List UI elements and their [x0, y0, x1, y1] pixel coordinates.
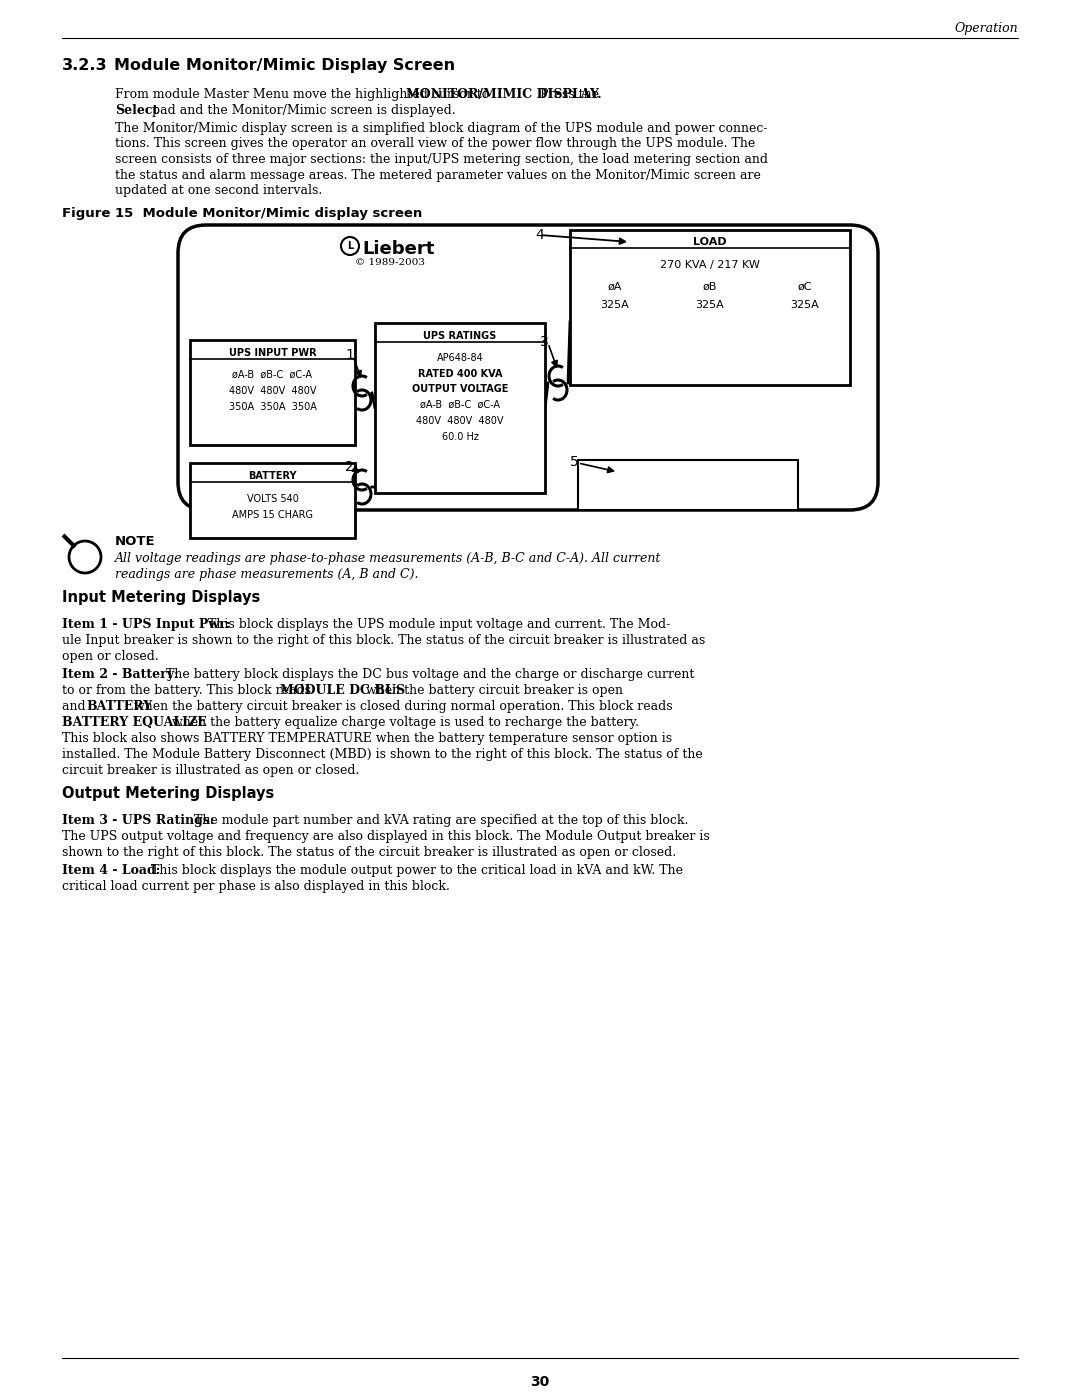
Text: Input Metering Displays: Input Metering Displays — [62, 590, 260, 605]
Text: when the battery circuit breaker is open: when the battery circuit breaker is open — [362, 685, 623, 697]
Text: Press the: Press the — [536, 88, 599, 101]
Bar — [570, 231, 850, 386]
Text: Liebert: Liebert — [362, 240, 434, 258]
Text: Select: Select — [114, 103, 159, 117]
Text: L: L — [347, 242, 353, 251]
Text: 30: 30 — [530, 1375, 550, 1389]
Text: 2: 2 — [345, 460, 354, 474]
Text: RATED 400 KVA: RATED 400 KVA — [418, 369, 502, 379]
Text: UPS INPUT PWR: UPS INPUT PWR — [229, 348, 316, 358]
Text: 350A  350A  350A: 350A 350A 350A — [229, 402, 316, 412]
Text: installed. The Module Battery Disconnect (MBD) is shown to the right of this blo: installed. The Module Battery Disconnect… — [62, 747, 703, 761]
FancyBboxPatch shape — [178, 225, 878, 510]
Text: Item 3 - UPS Ratings:: Item 3 - UPS Ratings: — [62, 814, 215, 827]
Text: open or closed.: open or closed. — [62, 650, 159, 664]
Circle shape — [341, 237, 359, 256]
Text: 270 KVA / 217 KW: 270 KVA / 217 KW — [660, 260, 760, 270]
Text: BATTERY: BATTERY — [248, 471, 297, 481]
Text: VOLTS 540: VOLTS 540 — [246, 495, 298, 504]
Text: 5: 5 — [570, 455, 579, 469]
Text: The battery block displays the DC bus voltage and the charge or discharge curren: The battery block displays the DC bus vo… — [162, 668, 694, 680]
Text: This block also shows BATTERY TEMPERATURE when the battery temperature sensor op: This block also shows BATTERY TEMPERATUR… — [62, 732, 672, 745]
Text: MONITOR/MIMIC DISPLAY.: MONITOR/MIMIC DISPLAY. — [406, 88, 602, 101]
Text: Item 4 - Load:: Item 4 - Load: — [62, 863, 160, 877]
Text: 325A: 325A — [600, 300, 630, 310]
Text: ule Input breaker is shown to the right of this block. The status of the circuit: ule Input breaker is shown to the right … — [62, 634, 705, 647]
Text: AP648-84: AP648-84 — [436, 353, 484, 363]
Text: Module Monitor/Mimic Display Screen: Module Monitor/Mimic Display Screen — [114, 59, 455, 73]
Text: øA: øA — [608, 282, 622, 292]
Text: OUTPUT VOLTAGE: OUTPUT VOLTAGE — [411, 384, 509, 394]
Bar — [190, 462, 355, 538]
Text: Operation: Operation — [955, 22, 1018, 35]
Text: 3.2.3: 3.2.3 — [62, 59, 108, 73]
Text: The module part number and kVA rating are specified at the top of this block.: The module part number and kVA rating ar… — [190, 814, 688, 827]
Text: From module Master Menu move the highlighted cursor to: From module Master Menu move the highlig… — [114, 88, 494, 101]
Text: critical load current per phase is also displayed in this block.: critical load current per phase is also … — [62, 880, 450, 893]
Text: BATTERY EQUALIZE: BATTERY EQUALIZE — [62, 717, 206, 729]
Text: tions. This screen gives the operator an overall view of the power flow through : tions. This screen gives the operator an… — [114, 137, 755, 151]
Text: All voltage readings are phase-to-phase measurements (A-B, B-C and C-A). All cur: All voltage readings are phase-to-phase … — [114, 552, 661, 564]
Text: shown to the right of this block. The status of the circuit breaker is illustrat: shown to the right of this block. The st… — [62, 847, 676, 859]
Text: This block displays the module output power to the critical load in kVA and kW. : This block displays the module output po… — [147, 863, 683, 877]
Text: 4: 4 — [535, 228, 543, 242]
Text: 480V  480V  480V: 480V 480V 480V — [229, 386, 316, 395]
Text: øA-B  øB-C  øC-A: øA-B øB-C øC-A — [420, 400, 500, 409]
Text: pad and the Monitor/Mimic screen is displayed.: pad and the Monitor/Mimic screen is disp… — [148, 103, 456, 117]
Text: 325A: 325A — [696, 300, 725, 310]
Text: øC: øC — [798, 282, 812, 292]
Text: øB: øB — [703, 282, 717, 292]
Text: when the battery circuit breaker is closed during normal operation. This block r: when the battery circuit breaker is clos… — [130, 700, 673, 712]
Text: Figure 15  Module Monitor/Mimic display screen: Figure 15 Module Monitor/Mimic display s… — [62, 207, 422, 219]
Text: and: and — [62, 700, 90, 712]
Text: BATTERY: BATTERY — [86, 700, 152, 712]
Text: 480V  480V  480V: 480V 480V 480V — [416, 416, 503, 426]
Text: AMPS 15 CHARG: AMPS 15 CHARG — [232, 510, 313, 520]
Text: UPS RATINGS: UPS RATINGS — [423, 331, 497, 341]
Text: updated at one second intervals.: updated at one second intervals. — [114, 184, 322, 197]
Text: Item 1 - UPS Input Pwr:: Item 1 - UPS Input Pwr: — [62, 617, 230, 631]
Text: This block displays the UPS module input voltage and current. The Mod-: This block displays the UPS module input… — [204, 617, 671, 631]
Text: © 1989-2003: © 1989-2003 — [355, 258, 426, 267]
Text: screen consists of three major sections: the input/UPS metering section, the loa: screen consists of three major sections:… — [114, 154, 768, 166]
Bar — [578, 460, 798, 510]
Text: readings are phase measurements (A, B and C).: readings are phase measurements (A, B an… — [114, 569, 419, 581]
Text: NOTE: NOTE — [114, 535, 156, 548]
Text: MODULE DC BUS: MODULE DC BUS — [280, 685, 405, 697]
Text: 60.0 Hz: 60.0 Hz — [442, 432, 478, 441]
Bar — [375, 323, 545, 493]
Text: LOAD: LOAD — [693, 237, 727, 247]
Text: The UPS output voltage and frequency are also displayed in this block. The Modul: The UPS output voltage and frequency are… — [62, 830, 710, 842]
Text: Item 2 - Battery:: Item 2 - Battery: — [62, 668, 178, 680]
Text: The Monitor/Mimic display screen is a simplified block diagram of the UPS module: The Monitor/Mimic display screen is a si… — [114, 122, 768, 136]
Text: circuit breaker is illustrated as open or closed.: circuit breaker is illustrated as open o… — [62, 764, 360, 777]
Text: the status and alarm message areas. The metered parameter values on the Monitor/: the status and alarm message areas. The … — [114, 169, 761, 182]
Text: øA-B  øB-C  øC-A: øA-B øB-C øC-A — [232, 370, 312, 380]
Text: 325A: 325A — [791, 300, 820, 310]
Text: to or from the battery. This block reads: to or from the battery. This block reads — [62, 685, 315, 697]
Circle shape — [69, 541, 102, 573]
Bar — [190, 339, 355, 446]
Text: 1: 1 — [345, 348, 354, 362]
Text: 3: 3 — [540, 335, 549, 349]
Text: Output Metering Displays: Output Metering Displays — [62, 787, 274, 800]
Text: when the battery equalize charge voltage is used to recharge the battery.: when the battery equalize charge voltage… — [168, 717, 639, 729]
